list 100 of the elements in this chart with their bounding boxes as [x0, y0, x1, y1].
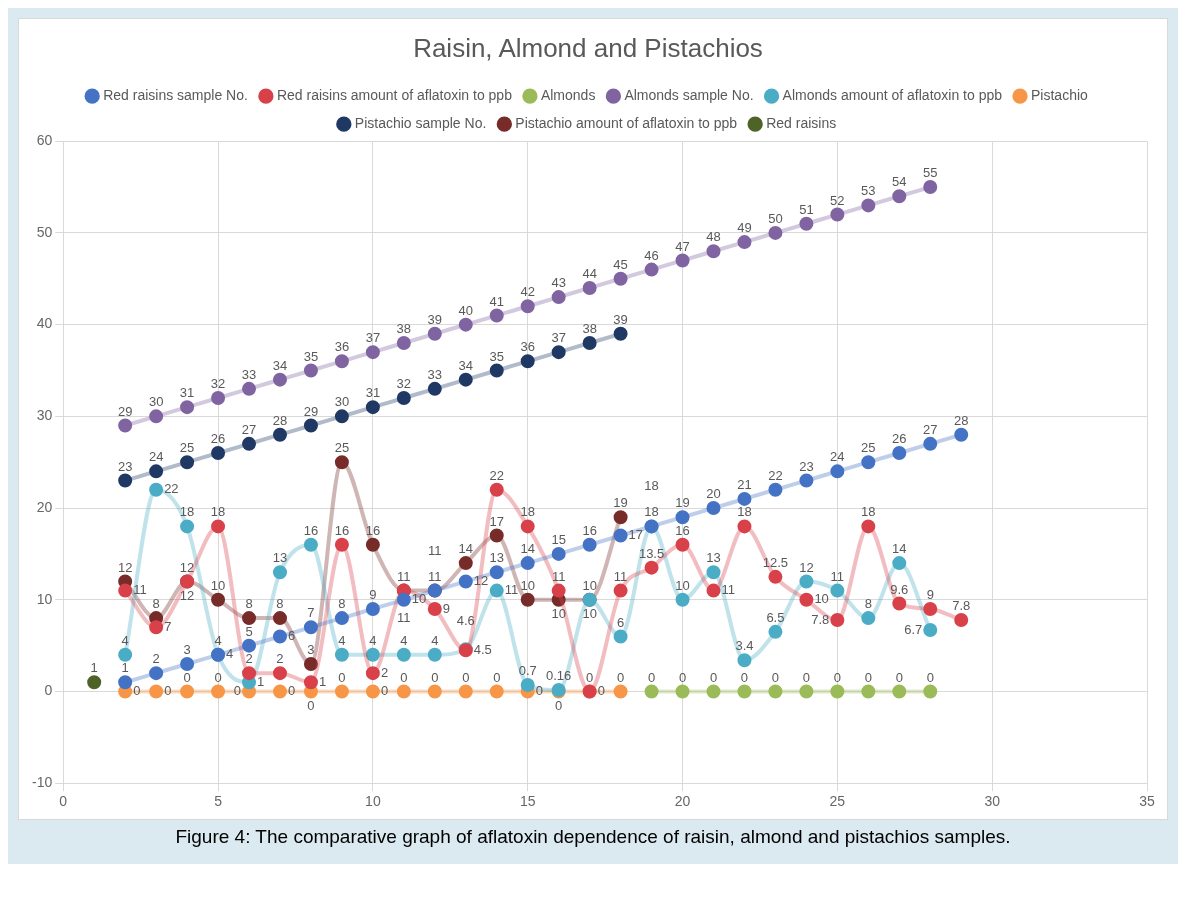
data-label: 32	[396, 376, 412, 392]
data-label: 36	[520, 339, 535, 355]
data-label: 16	[582, 522, 597, 538]
data-label: 4	[338, 632, 346, 648]
data-label: 47	[675, 238, 690, 254]
data-label: 39	[427, 311, 443, 327]
data-label: 21	[737, 476, 752, 492]
data-label: 1	[121, 660, 129, 676]
data-label: 18	[644, 504, 659, 520]
data-label: 10	[551, 605, 566, 621]
data-label: 7.8	[952, 598, 971, 614]
data-label: 34	[272, 357, 288, 373]
data-label: 28	[953, 412, 969, 428]
y-tick-label: 30	[36, 407, 53, 424]
data-label: 46	[644, 247, 659, 263]
data-label: 6.7	[904, 621, 923, 637]
data-label: 16	[303, 522, 319, 538]
data-label: 22	[164, 481, 179, 497]
data-label: 8	[276, 596, 284, 612]
data-label: 0	[400, 669, 408, 685]
data-label: 35	[489, 348, 504, 364]
data-label: 1	[90, 660, 98, 676]
y-tick-label: 10	[36, 590, 53, 607]
data-label: 3.4	[735, 638, 754, 654]
data-label: 0	[307, 697, 315, 713]
data-label: 7	[164, 618, 172, 634]
legend-label: Almonds sample No.	[624, 87, 754, 104]
legend-label: Pistachio sample No.	[354, 115, 487, 132]
data-label: 3	[183, 642, 191, 658]
legend-label: Almonds	[540, 87, 596, 104]
data-label: 16	[365, 522, 381, 538]
y-tick-label: 40	[36, 315, 53, 332]
data-label: 44	[582, 266, 597, 282]
data-label: 0	[678, 669, 687, 685]
data-label: 10	[210, 577, 226, 593]
data-label: 2	[152, 651, 160, 667]
data-label: 10	[582, 577, 597, 593]
data-label: 39	[613, 311, 628, 327]
x-tick-label: 5	[214, 793, 223, 810]
data-label: 15	[551, 531, 566, 547]
data-label: 8	[245, 596, 253, 612]
data-label: 12	[473, 573, 489, 589]
data-label: 14	[458, 541, 474, 557]
data-label: 0	[597, 683, 605, 699]
data-label: 7	[307, 605, 315, 621]
data-label: 13	[272, 550, 288, 566]
data-label: 25	[179, 440, 195, 456]
data-label: 17	[628, 527, 644, 543]
data-label: 33	[241, 366, 257, 382]
data-label: 24	[830, 449, 845, 465]
data-label: 17	[489, 513, 504, 529]
data-label: 19	[613, 495, 628, 511]
data-label: 35	[303, 348, 319, 364]
data-label: 18	[520, 504, 535, 520]
data-label: 0	[287, 683, 296, 699]
data-label: 38	[582, 321, 597, 337]
data-label: 52	[830, 192, 845, 208]
data-label: 0	[926, 669, 934, 685]
data-label: 12	[179, 559, 195, 575]
data-label: 37	[551, 330, 566, 346]
data-label: 2	[276, 651, 284, 667]
data-label: 9.6	[890, 581, 909, 597]
data-label: 0.7	[518, 663, 537, 679]
data-label: 8	[338, 596, 346, 612]
data-label: 10	[814, 591, 829, 607]
data-label: 12	[179, 587, 195, 603]
data-label: 0	[164, 683, 172, 699]
data-label: 13	[489, 550, 504, 566]
data-label: 30	[148, 394, 164, 410]
x-tick-label: 30	[984, 793, 1001, 810]
data-label: 0	[380, 683, 389, 699]
data-label: 10	[675, 577, 690, 593]
data-label: 10	[520, 577, 535, 593]
data-label: 42	[520, 284, 535, 300]
data-label: 0	[709, 669, 718, 685]
data-label: 8	[152, 596, 160, 612]
data-label: 0	[233, 683, 242, 699]
data-label: 6	[287, 628, 296, 644]
data-label: 0	[802, 669, 811, 685]
data-label: 23	[799, 458, 814, 474]
data-label: 22	[489, 467, 504, 483]
data-label: 26	[892, 431, 907, 447]
data-label: 1	[257, 673, 265, 689]
data-label: 25	[334, 440, 350, 456]
data-label: 0	[895, 669, 903, 685]
y-tick-label: 0	[44, 682, 53, 699]
chart-title: Raisin, Almond and Pistachios	[413, 32, 763, 63]
data-label: 12	[117, 559, 133, 575]
data-label: 11	[397, 609, 411, 625]
data-label: 18	[644, 478, 659, 494]
x-tick-label: 0	[59, 793, 68, 810]
data-label: 25	[861, 440, 876, 456]
x-tick-label: 20	[674, 793, 691, 810]
data-label: 28	[272, 412, 288, 428]
data-label: 41	[489, 293, 504, 309]
data-label: 16	[675, 522, 690, 538]
data-label: 1	[318, 673, 327, 689]
data-label: 0	[864, 669, 872, 685]
data-label: 37	[365, 330, 381, 346]
data-label: 9	[926, 587, 934, 603]
